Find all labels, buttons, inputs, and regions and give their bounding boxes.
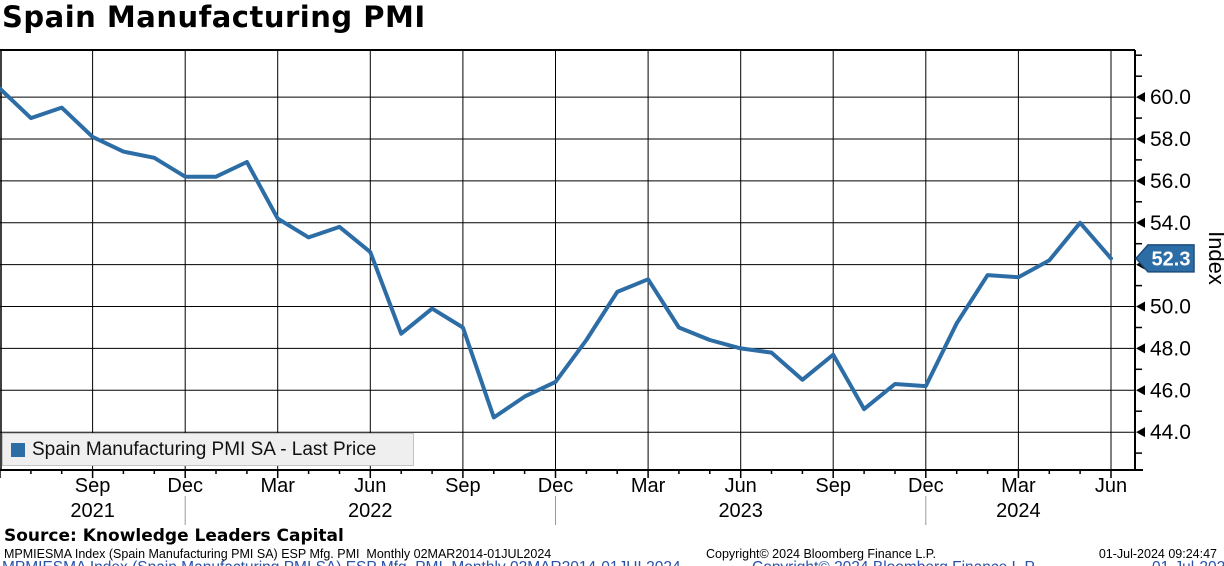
footer-security-description: MPMIESMA Index (Spain Manufacturing PMI …	[4, 547, 552, 561]
x-year-label: 2024	[996, 500, 1041, 522]
x-tick-label: Jun	[725, 475, 757, 497]
clipped-timestamp: 01-Jul-2024 09:24:47	[1152, 560, 1224, 566]
x-year-label: 2023	[718, 500, 763, 522]
y-major-tick-arrow-icon	[1136, 343, 1145, 354]
y-major-tick-arrow-icon	[1136, 217, 1145, 228]
source-line: Source: Knowledge Leaders Capital	[4, 526, 344, 546]
footer-bar: MPMIESMA Index (Spain Manufacturing PMI …	[0, 547, 1224, 561]
clipped-copyright: Copyright© 2024 Bloomberg Finance L.P.	[752, 560, 1037, 566]
x-tick-label: Dec	[908, 475, 944, 497]
last-price-value: 52.3	[1152, 248, 1191, 270]
x-tick-label: Dec	[167, 475, 203, 497]
y-tick-label: 48.0	[1150, 337, 1191, 360]
y-tick-label: 58.0	[1150, 128, 1191, 151]
last-price-badge	[1134, 244, 1195, 273]
y-major-tick-arrow-icon	[1136, 175, 1145, 186]
y-major-tick-arrow-icon	[1136, 385, 1145, 396]
y-tick-label: 46.0	[1150, 379, 1191, 402]
x-tick-label: Sep	[75, 475, 111, 497]
legend: Spain Manufacturing PMI SA - Last Price	[2, 433, 414, 466]
x-tick-label: Dec	[538, 475, 574, 497]
x-tick-label: Mar	[260, 475, 295, 497]
legend-series-swatch-icon	[11, 442, 25, 457]
chart-title: Spain Manufacturing PMI	[2, 0, 426, 34]
x-year-label: 2021	[70, 500, 115, 522]
y-tick-label: 60.0	[1150, 86, 1191, 109]
y-major-tick-arrow-icon	[1136, 301, 1145, 312]
y-tick-label: 44.0	[1150, 421, 1191, 444]
y-major-tick-arrow-icon	[1136, 92, 1145, 103]
footer-copyright: Copyright© 2024 Bloomberg Finance L.P.	[706, 547, 936, 561]
y-axis-title: Index	[1204, 231, 1224, 285]
clipped-security-description: MPMIESMA Index (Spain Manufacturing PMI …	[2, 560, 681, 566]
y-tick-label: 50.0	[1150, 296, 1191, 319]
x-tick-label: Jun	[1095, 475, 1127, 497]
y-major-tick-arrow-icon	[1136, 133, 1145, 144]
pmi-series-line	[0, 86, 1113, 420]
x-tick-label: Sep	[815, 475, 851, 497]
legend-series-label: Spain Manufacturing PMI SA - Last Price	[32, 438, 377, 460]
footer-timestamp: 01-Jul-2024 09:24:47	[1098, 547, 1217, 561]
y-tick-label: 56.0	[1150, 170, 1191, 193]
clipped-next-row: MPMIESMA Index (Spain Manufacturing PMI …	[0, 560, 1224, 566]
x-tick-label: Sep	[445, 475, 481, 497]
x-year-label: 2022	[348, 500, 393, 522]
x-tick-label: Jun	[354, 475, 386, 497]
y-major-tick-arrow-icon	[1136, 427, 1145, 438]
y-tick-label: 54.0	[1150, 212, 1191, 235]
x-tick-label: Mar	[631, 475, 666, 497]
x-tick-label: Mar	[1001, 475, 1036, 497]
